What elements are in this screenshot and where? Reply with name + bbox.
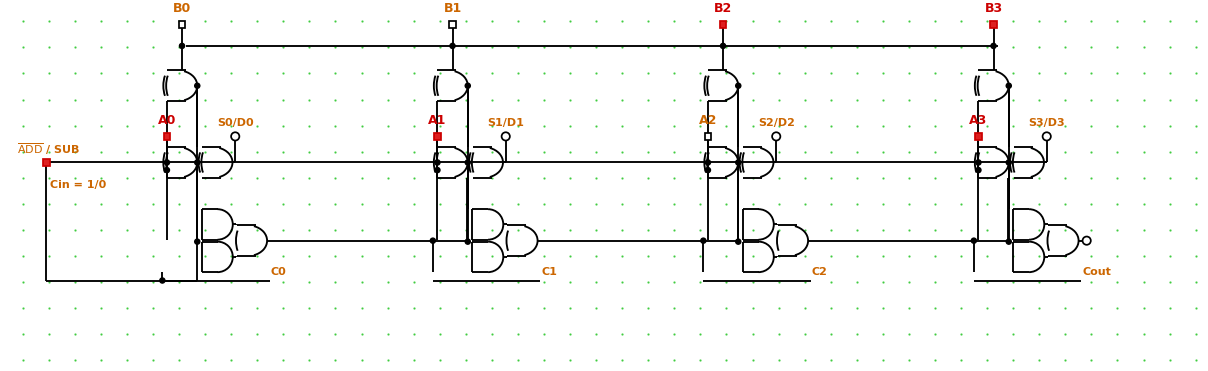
Circle shape [971, 238, 976, 243]
Circle shape [1043, 132, 1051, 141]
Text: B1: B1 [443, 2, 461, 15]
Circle shape [772, 132, 780, 141]
Text: Cout: Cout [1082, 267, 1111, 277]
Text: Cin = 1/0: Cin = 1/0 [51, 180, 106, 190]
Circle shape [164, 168, 169, 173]
Bar [179, 21, 185, 27]
Bar [704, 133, 712, 140]
Text: A0: A0 [158, 114, 176, 127]
Bar [434, 133, 441, 140]
Text: $\overline{\rm ADD}$ / SUB: $\overline{\rm ADD}$ / SUB [17, 141, 80, 157]
Circle shape [976, 168, 981, 173]
Circle shape [736, 83, 741, 88]
Text: S3/D3: S3/D3 [1028, 118, 1065, 128]
Circle shape [465, 83, 470, 88]
Circle shape [430, 238, 435, 243]
Circle shape [180, 43, 185, 49]
Text: A1: A1 [429, 114, 447, 127]
Text: C0: C0 [271, 267, 286, 277]
Circle shape [449, 43, 455, 49]
Circle shape [720, 43, 726, 49]
Bar [720, 21, 726, 27]
Bar [43, 159, 50, 166]
Circle shape [231, 132, 239, 141]
Bar [163, 133, 170, 140]
Circle shape [465, 160, 470, 165]
Circle shape [435, 168, 440, 173]
Bar [991, 21, 997, 27]
Circle shape [164, 160, 169, 165]
Circle shape [194, 239, 199, 244]
Circle shape [1006, 239, 1011, 244]
Circle shape [465, 239, 470, 244]
Circle shape [194, 83, 199, 88]
Text: C2: C2 [812, 267, 827, 277]
Circle shape [435, 160, 440, 165]
Circle shape [1006, 83, 1011, 88]
Circle shape [501, 132, 510, 141]
Circle shape [705, 168, 710, 173]
Circle shape [976, 160, 981, 165]
Text: B3: B3 [985, 2, 1003, 15]
Circle shape [194, 160, 199, 165]
Circle shape [705, 160, 710, 165]
Text: A3: A3 [969, 114, 988, 127]
Circle shape [736, 160, 741, 165]
Text: C1: C1 [541, 267, 557, 277]
Circle shape [1006, 160, 1011, 165]
Circle shape [1082, 237, 1091, 245]
Text: S0/D0: S0/D0 [217, 118, 254, 128]
Text: B0: B0 [173, 2, 191, 15]
Circle shape [991, 43, 997, 49]
Text: S2/D2: S2/D2 [757, 118, 795, 128]
Bar [449, 21, 455, 27]
Bar [975, 133, 982, 140]
Text: B2: B2 [714, 2, 732, 15]
Text: A2: A2 [698, 114, 718, 127]
Circle shape [701, 238, 705, 243]
Circle shape [159, 278, 165, 283]
Circle shape [736, 239, 741, 244]
Text: S1/D1: S1/D1 [487, 118, 524, 128]
